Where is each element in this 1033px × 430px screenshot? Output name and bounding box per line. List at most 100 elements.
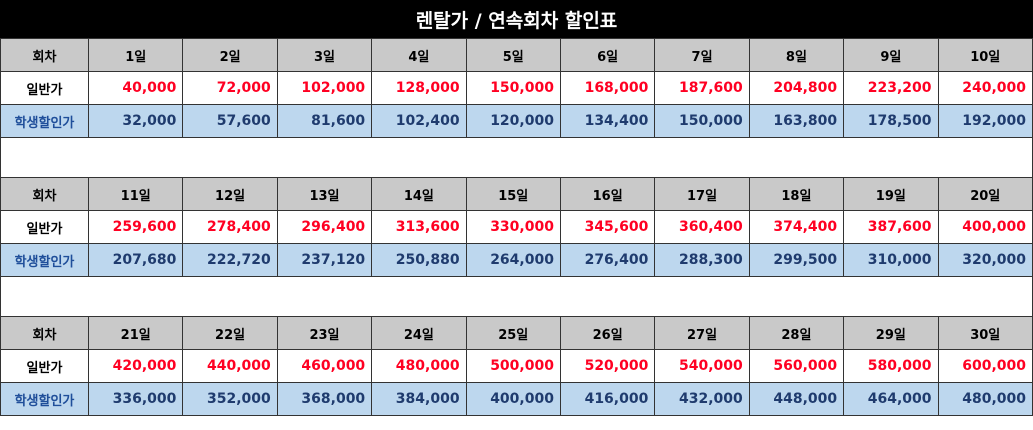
regular-price-cell: 330,000 [465,210,561,244]
regular-price-row: 일반가 40,000 72,000 102,000 128,000 150,000 168,… [0,71,1033,105]
day-cell: 20일 [937,177,1033,211]
student-price-cell: 102,400 [371,104,467,138]
student-price-cell: 310,000 [843,243,939,277]
day-cell: 11일 [87,177,184,211]
student-price-cell: 120,000 [465,104,561,138]
student-price-cell: 192,000 [937,104,1033,138]
student-price-cell: 384,000 [371,382,467,416]
student-price-cell: 32,000 [87,104,184,138]
regular-price-cell: 278,400 [182,210,278,244]
regular-price-cell: 72,000 [182,71,278,105]
day-cell: 12일 [182,177,278,211]
page-title: 렌탈가 / 연속회차 할인표 [0,0,1033,38]
student-price-cell: 400,000 [465,382,561,416]
regular-price-cell: 560,000 [748,349,845,383]
student-price-cell: 134,400 [559,104,656,138]
student-price-cell: 222,720 [182,243,278,277]
row-label: 일반가 [0,210,89,244]
day-cell: 13일 [276,177,373,211]
day-cell: 19일 [843,177,939,211]
day-cell: 9일 [843,38,939,72]
row-label: 회차 [0,38,89,72]
regular-price-cell: 420,000 [87,349,184,383]
student-price-cell: 288,300 [654,243,750,277]
regular-price-cell: 102,000 [276,71,373,105]
student-price-cell: 57,600 [182,104,278,138]
row-label: 회차 [0,316,89,350]
day-cell: 22일 [182,316,278,350]
student-price-cell: 250,880 [371,243,467,277]
student-price-cell: 150,000 [654,104,750,138]
regular-price-cell: 440,000 [182,349,278,383]
day-cell: 5일 [465,38,561,72]
day-header-row: 회차 21일 22일 23일 24일 25일 26일 27일 28일 29일 30일 [0,316,1033,350]
regular-price-cell: 296,400 [276,210,373,244]
day-cell: 24일 [371,316,467,350]
day-cell: 29일 [843,316,939,350]
day-header-row: 회차 11일 12일 13일 14일 15일 16일 17일 18일 19일 20일 [0,177,1033,211]
student-price-cell: 299,500 [748,243,845,277]
spacer-cell [0,276,1033,317]
regular-price-cell: 600,000 [937,349,1033,383]
student-price-cell: 163,800 [748,104,845,138]
row-label: 회차 [0,177,89,211]
regular-price-cell: 40,000 [87,71,184,105]
spacer-cell [0,137,1033,178]
regular-price-cell: 345,600 [559,210,656,244]
student-price-cell: 480,000 [937,382,1033,416]
student-price-cell: 352,000 [182,382,278,416]
regular-price-cell: 313,600 [371,210,467,244]
day-cell: 28일 [748,316,845,350]
regular-price-cell: 480,000 [371,349,467,383]
regular-price-cell: 580,000 [843,349,939,383]
regular-price-cell: 520,000 [559,349,656,383]
student-price-cell: 336,000 [87,382,184,416]
student-price-cell: 416,000 [559,382,656,416]
regular-price-cell: 540,000 [654,349,750,383]
student-price-cell: 237,120 [276,243,373,277]
day-cell: 15일 [465,177,561,211]
row-label: 일반가 [0,349,89,383]
row-label: 학생할인가 [0,243,89,277]
day-cell: 10일 [937,38,1033,72]
day-cell: 17일 [654,177,750,211]
student-price-row: 학생할인가 207,680 222,720 237,120 250,880 264,000… [0,243,1033,277]
student-price-cell: 448,000 [748,382,845,416]
student-price-cell: 178,500 [843,104,939,138]
rental-rate-table: 회차 1일 2일 3일 4일 5일 6일 7일 8일 9일 10일 일반가 40,000 72,000 10… [0,38,1033,416]
student-price-row: 학생할인가 32,000 57,600 81,600 102,400 120,000 134… [0,104,1033,138]
day-cell: 8일 [748,38,845,72]
regular-price-cell: 259,600 [87,210,184,244]
day-header-row: 회차 1일 2일 3일 4일 5일 6일 7일 8일 9일 10일 [0,38,1033,72]
block-spacer [0,276,1033,317]
row-label: 일반가 [0,71,89,105]
student-price-cell: 81,600 [276,104,373,138]
regular-price-cell: 500,000 [465,349,561,383]
regular-price-cell: 374,400 [748,210,845,244]
student-price-cell: 368,000 [276,382,373,416]
student-price-cell: 320,000 [937,243,1033,277]
student-price-cell: 207,680 [87,243,184,277]
row-label: 학생할인가 [0,104,89,138]
regular-price-cell: 387,600 [843,210,939,244]
day-cell: 3일 [276,38,373,72]
regular-price-row: 일반가 420,000 440,000 460,000 480,000 500,000 52… [0,349,1033,383]
regular-price-cell: 400,000 [937,210,1033,244]
regular-price-cell: 187,600 [654,71,750,105]
day-cell: 2일 [182,38,278,72]
regular-price-cell: 223,200 [843,71,939,105]
day-cell: 4일 [371,38,467,72]
day-cell: 25일 [465,316,561,350]
block-spacer [0,137,1033,178]
regular-price-row: 일반가 259,600 278,400 296,400 313,600 330,000 34… [0,210,1033,244]
day-cell: 14일 [371,177,467,211]
day-cell: 1일 [87,38,184,72]
regular-price-cell: 240,000 [937,71,1033,105]
day-cell: 21일 [87,316,184,350]
regular-price-cell: 168,000 [559,71,656,105]
regular-price-cell: 204,800 [748,71,845,105]
day-cell: 30일 [937,316,1033,350]
regular-price-cell: 360,400 [654,210,750,244]
regular-price-cell: 128,000 [371,71,467,105]
student-price-cell: 276,400 [559,243,656,277]
